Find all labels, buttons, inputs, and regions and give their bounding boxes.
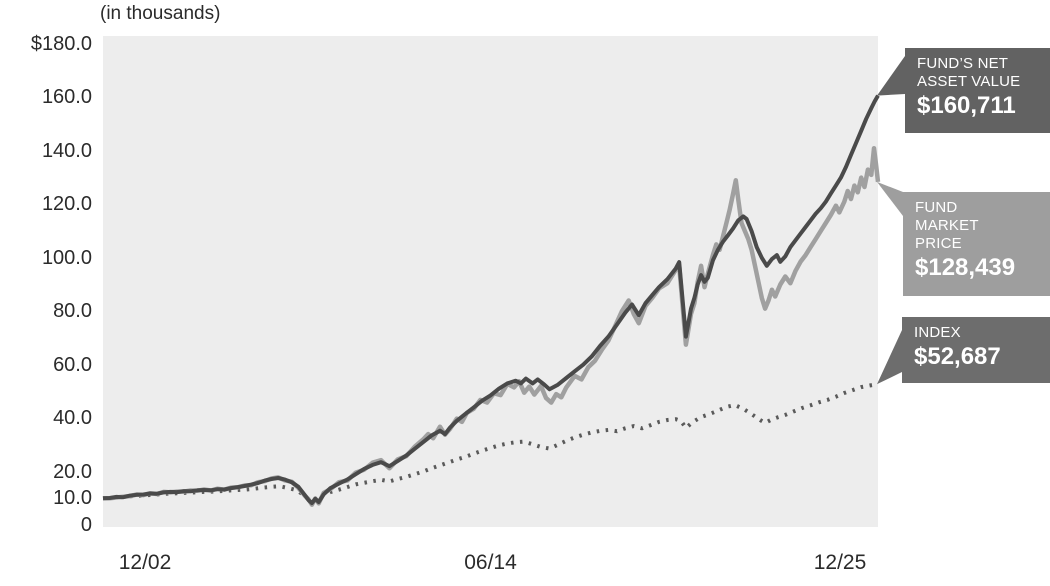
index-callout: INDEX $52,687 [902, 317, 1050, 383]
fund-market-price-callout-label: PRICE [915, 235, 962, 252]
callout-pointer [877, 330, 902, 385]
y-axis-tick-label: 100.0 [41, 246, 92, 269]
y-axis-tick-label: 20.0 [53, 460, 92, 483]
y-axis-tick-label: 160.0 [41, 86, 92, 109]
x-axis-tick-label: 12/02 [118, 551, 172, 574]
x-axis-tick-label: 12/25 [813, 551, 867, 574]
fund-nav-callout-label: ASSET VALUE [917, 73, 1021, 90]
fund-nav-callout-value: $160,711 [917, 92, 1016, 119]
y-axis-tick-label: 80.0 [53, 300, 92, 323]
index-line [102, 382, 879, 504]
y-axis-tick-label: 140.0 [41, 139, 92, 162]
callout-pointer [877, 56, 905, 96]
chart-title: (in thousands) [100, 3, 221, 24]
callout-pointer [877, 181, 903, 216]
y-axis-tick-label: $180.0 [30, 33, 92, 55]
index-callout-label: INDEX [914, 324, 961, 341]
y-axis-tick-label: 10.0 [53, 487, 92, 510]
fund-nav-callout: FUND’S NET ASSET VALUE $160,711 [905, 48, 1050, 133]
fund-market-price-callout-value: $128,439 [915, 254, 1016, 281]
y-axis-tick-label: 40.0 [53, 407, 92, 430]
y-axis-tick-label: 0 [80, 514, 92, 536]
fund-market-price-callout-label: MARKET [915, 217, 979, 234]
fund-nav-line [102, 94, 880, 506]
y-axis-tick-label: 60.0 [53, 353, 92, 376]
plot-background [103, 36, 878, 527]
fund-nav-callout-label: FUND’S NET [917, 55, 1009, 72]
fund-market-price-callout: FUND MARKET PRICE $128,439 [903, 192, 1050, 296]
index-callout-value: $52,687 [914, 343, 1001, 370]
y-axis-tick-label: 120.0 [41, 193, 92, 216]
x-axis-tick-label: 06/14 [464, 551, 517, 574]
fund-market-price-callout-label: FUND [915, 199, 958, 216]
